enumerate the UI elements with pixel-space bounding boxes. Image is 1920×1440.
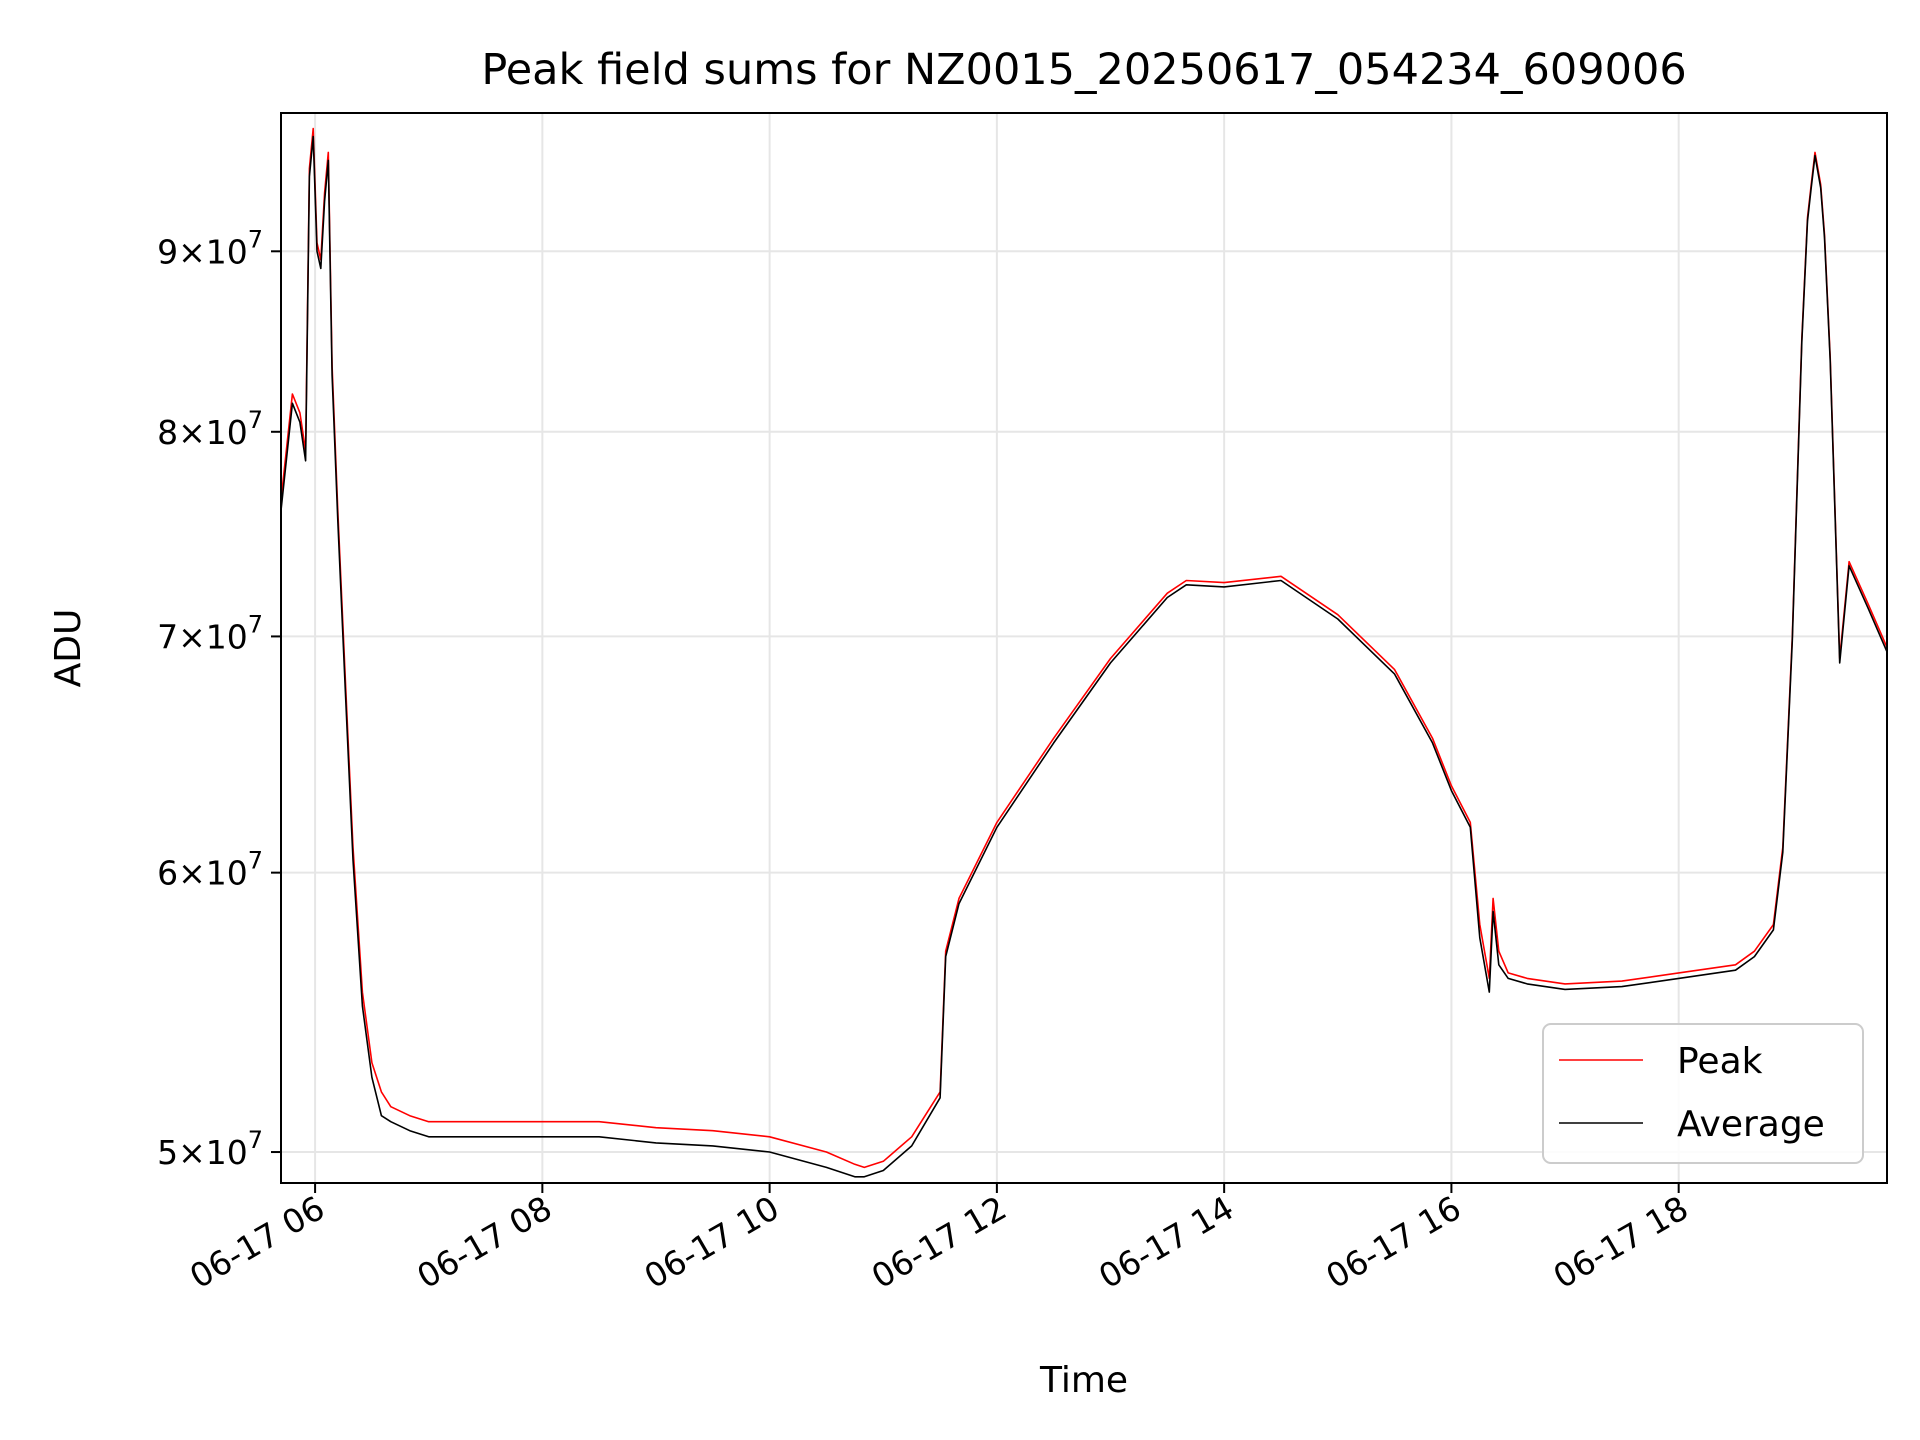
y-tick-label: 5×107 bbox=[157, 1126, 263, 1172]
y-tick-exponent: 7 bbox=[248, 847, 263, 875]
y-tick-times: ×10 bbox=[178, 854, 248, 893]
y-tick-mantissa: 8 bbox=[157, 413, 178, 452]
plot-frame bbox=[280, 112, 1888, 1184]
legend: Peak Average bbox=[1542, 1023, 1864, 1164]
legend-label-peak: Peak bbox=[1677, 1041, 1763, 1082]
y-tick-mantissa: 9 bbox=[157, 232, 178, 271]
y-tick-times: ×10 bbox=[178, 1133, 248, 1172]
y-tick-label: 8×107 bbox=[157, 406, 263, 452]
y-tick-exponent: 7 bbox=[248, 225, 263, 253]
chart-title: Peak field sums for NZ0015_20250617_0542… bbox=[481, 45, 1686, 95]
y-tick-times: ×10 bbox=[178, 413, 248, 452]
y-tick-label: 6×107 bbox=[157, 847, 263, 893]
y-tick-mantissa: 7 bbox=[157, 617, 178, 656]
y-tick-exponent: 7 bbox=[248, 610, 263, 638]
plot-lines bbox=[280, 127, 1888, 1178]
y-tick-times: ×10 bbox=[178, 617, 248, 656]
y-tick-mantissa: 5 bbox=[157, 1133, 178, 1172]
y-tick-exponent: 7 bbox=[248, 1126, 263, 1154]
grid bbox=[281, 113, 1887, 1183]
x-axis-label: Time bbox=[1039, 1360, 1128, 1401]
series-line-average bbox=[280, 135, 1888, 1178]
y-tick-mantissa: 6 bbox=[157, 854, 178, 893]
y-tick-label: 7×107 bbox=[157, 610, 263, 656]
y-axis-label: ADU bbox=[48, 609, 89, 688]
y-tick-times: ×10 bbox=[178, 232, 248, 271]
y-tick-label: 9×107 bbox=[157, 225, 263, 271]
legend-box bbox=[1542, 1023, 1864, 1164]
legend-label-average: Average bbox=[1677, 1104, 1825, 1145]
y-tick-exponent: 7 bbox=[248, 406, 263, 434]
